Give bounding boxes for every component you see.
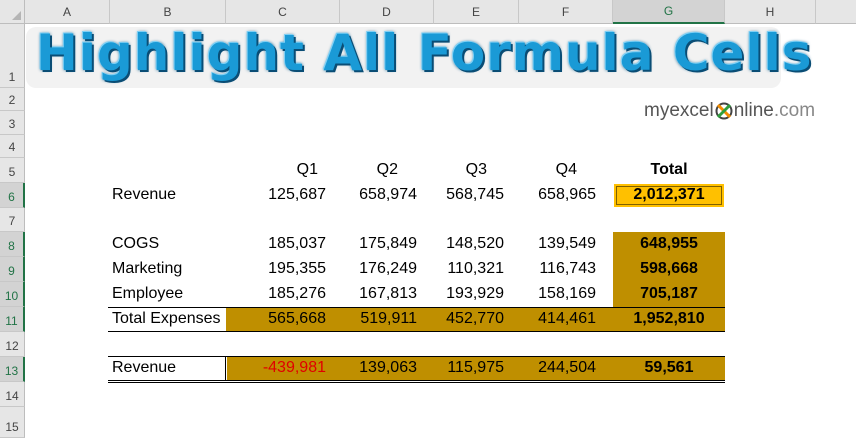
net-revenue-q3[interactable]: 115,975 xyxy=(434,357,519,381)
employee-q2[interactable]: 167,813 xyxy=(359,285,417,302)
header-q1[interactable]: Q1 xyxy=(296,161,318,178)
row-header-3[interactable]: 3 xyxy=(0,111,25,135)
total-expenses-total[interactable]: 1,952,810 xyxy=(613,308,725,332)
column-header-h[interactable]: H xyxy=(725,0,816,24)
employee-q3[interactable]: 193,929 xyxy=(446,285,504,302)
revenue-q1[interactable]: 125,687 xyxy=(268,186,326,203)
header-total[interactable]: Total xyxy=(650,161,688,178)
column-header-f[interactable]: F xyxy=(519,0,613,24)
row-header-4[interactable]: 4 xyxy=(0,135,25,158)
revenue-q3[interactable]: 568,745 xyxy=(446,186,504,203)
row-header-13[interactable]: 13 xyxy=(0,357,25,382)
column-header-b[interactable]: B xyxy=(110,0,226,24)
revenue-q4[interactable]: 658,965 xyxy=(538,186,596,203)
row-header-10[interactable]: 10 xyxy=(0,282,25,307)
header-q3[interactable]: Q3 xyxy=(465,161,487,178)
logo-text-post: nline xyxy=(733,100,774,121)
total-expenses-q1[interactable]: 565,668 xyxy=(226,308,340,332)
excel-x-icon xyxy=(715,102,733,120)
row-header-14[interactable]: 14 xyxy=(0,382,25,407)
row-header-7[interactable]: 7 xyxy=(0,208,25,232)
cogs-total[interactable]: 648,955 xyxy=(613,232,725,257)
marketing-label[interactable]: Marketing xyxy=(112,260,183,277)
row-header-9[interactable]: 9 xyxy=(0,257,25,282)
row-header-2[interactable]: 2 xyxy=(0,88,25,111)
row-header-8[interactable]: 8 xyxy=(0,232,25,257)
row-header-12[interactable]: 12 xyxy=(0,332,25,357)
employee-q1[interactable]: 185,276 xyxy=(268,285,326,302)
column-header-g[interactable]: G xyxy=(613,0,725,24)
employee-label[interactable]: Employee xyxy=(112,285,184,302)
marketing-q1[interactable]: 195,355 xyxy=(268,260,326,277)
header-q4[interactable]: Q4 xyxy=(555,161,577,178)
title-banner xyxy=(26,27,781,88)
column-header-c[interactable]: C xyxy=(226,0,340,24)
employee-q4[interactable]: 158,169 xyxy=(538,285,596,302)
total-expenses-bottom-border xyxy=(108,331,725,332)
cogs-q3[interactable]: 148,520 xyxy=(446,235,504,252)
row-header-11[interactable]: 11 xyxy=(0,307,25,332)
net-revenue-double-border xyxy=(108,380,725,383)
myexcelonline-logo: myexcel nline .com xyxy=(644,100,815,122)
total-expenses-q4[interactable]: 414,461 xyxy=(519,308,613,332)
cogs-label[interactable]: COGS xyxy=(112,235,160,252)
total-expenses-q3[interactable]: 452,770 xyxy=(434,308,519,332)
revenue-q2[interactable]: 658,974 xyxy=(359,186,417,203)
column-header-overflow[interactable] xyxy=(816,0,856,24)
column-header-e[interactable]: E xyxy=(434,0,519,24)
marketing-q4[interactable]: 116,743 xyxy=(539,260,596,277)
cogs-q1[interactable]: 185,037 xyxy=(268,235,326,252)
column-header-a[interactable]: A xyxy=(25,0,110,24)
logo-text-pre: myexcel xyxy=(644,100,714,121)
column-header-d[interactable]: D xyxy=(340,0,434,24)
page-title: Highlight All Formula Cells xyxy=(36,24,813,82)
revenue-label[interactable]: Revenue xyxy=(112,186,177,203)
marketing-q3[interactable]: 110,321 xyxy=(447,260,504,277)
net-revenue-top-border xyxy=(108,356,725,357)
revenue-total[interactable]: 2,012,371 xyxy=(614,184,724,207)
net-revenue-label[interactable]: Revenue xyxy=(110,357,226,381)
net-revenue-q1[interactable]: -439,981 xyxy=(227,357,340,381)
row-header-5[interactable]: 5 xyxy=(0,158,25,183)
header-q2[interactable]: Q2 xyxy=(376,161,398,178)
total-expenses-top-border xyxy=(108,307,725,308)
logo-text-suffix: .com xyxy=(773,100,816,121)
total-expenses-label[interactable]: Total Expenses xyxy=(112,310,221,327)
row-header-6[interactable]: 6 xyxy=(0,183,25,208)
cogs-q4[interactable]: 139,549 xyxy=(538,235,596,252)
net-revenue-total[interactable]: 59,561 xyxy=(613,357,725,381)
marketing-q2[interactable]: 176,249 xyxy=(359,260,417,277)
select-all-corner[interactable] xyxy=(0,0,25,24)
row-header-1[interactable]: 1 xyxy=(0,24,25,88)
employee-total[interactable]: 705,187 xyxy=(613,282,725,307)
net-revenue-q4[interactable]: 244,504 xyxy=(519,357,613,381)
row-header-15[interactable]: 15 xyxy=(0,407,25,438)
cogs-q2[interactable]: 175,849 xyxy=(359,235,417,252)
net-revenue-q2[interactable]: 139,063 xyxy=(340,357,434,381)
total-expenses-q2[interactable]: 519,911 xyxy=(340,308,434,332)
marketing-total[interactable]: 598,668 xyxy=(613,257,725,282)
